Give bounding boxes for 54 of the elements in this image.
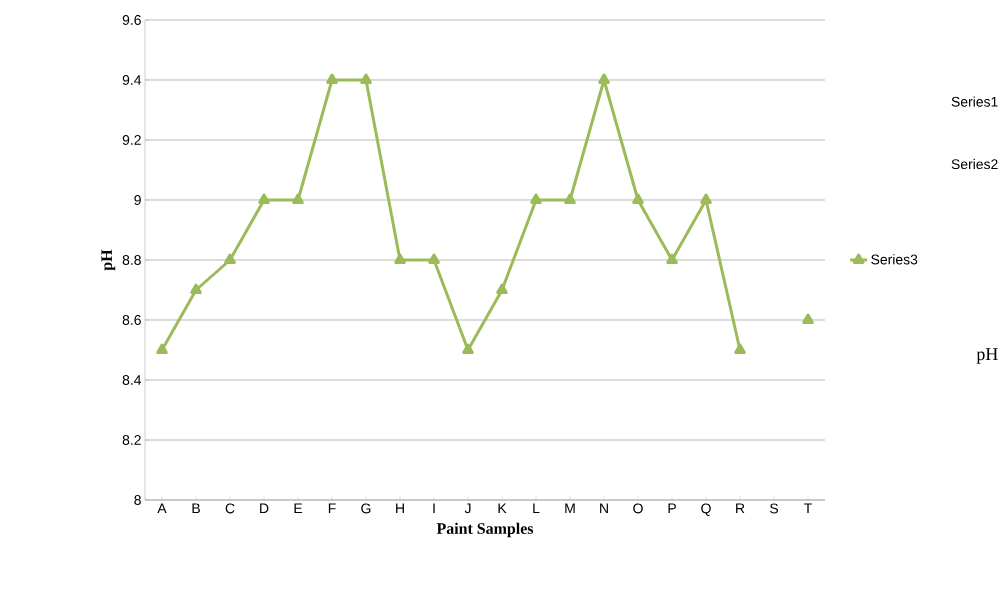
point xyxy=(428,253,440,264)
x-axis-title: Paint Samples xyxy=(436,522,534,538)
text: Series2 xyxy=(951,158,998,170)
x-tick-label: P xyxy=(668,503,676,514)
point xyxy=(496,283,508,294)
y-tick-label: 9.4 xyxy=(122,75,142,85)
x-tick-label: N xyxy=(600,503,608,514)
point xyxy=(190,283,202,294)
y-tick-label: 8.8 xyxy=(122,255,141,265)
x-tick-label: M xyxy=(565,503,575,514)
x-tick-label: T xyxy=(804,503,812,514)
point xyxy=(700,193,712,204)
x-tick-label: E xyxy=(294,503,303,514)
point xyxy=(564,193,576,204)
y-tick-label: 8 xyxy=(134,495,141,505)
point xyxy=(326,73,338,84)
x-tick-label: S xyxy=(770,503,779,514)
x-tick-label: F xyxy=(328,503,336,514)
x-tick-label: J xyxy=(464,503,471,514)
text: Series1 xyxy=(951,96,998,107)
point xyxy=(360,73,372,84)
point xyxy=(258,193,270,204)
point xyxy=(394,253,406,264)
x-tick-label: K xyxy=(498,503,507,514)
point xyxy=(598,73,610,84)
y-tick-label: 9.6 xyxy=(122,15,141,25)
point xyxy=(802,313,814,324)
point xyxy=(530,193,542,204)
y-tick-label: 8.2 xyxy=(122,435,141,445)
x-tick-label: G xyxy=(361,503,371,514)
text: pH xyxy=(976,348,998,364)
point xyxy=(734,343,746,354)
x-tick-label: R xyxy=(736,503,745,514)
x-tick-label: A xyxy=(157,503,167,514)
legend-label: Series3 xyxy=(871,254,918,265)
point xyxy=(666,253,678,264)
x-tick-label: H xyxy=(396,503,404,514)
point xyxy=(632,193,644,204)
point xyxy=(156,343,168,354)
x-tick-label: B xyxy=(192,503,200,514)
point xyxy=(292,193,304,204)
x-tick-label: Q xyxy=(701,503,711,516)
y-axis-title: pH xyxy=(101,249,116,271)
y-tick-label: 8.6 xyxy=(122,315,141,325)
x-tick-label: O xyxy=(633,503,643,514)
y-tick-label: 9 xyxy=(134,195,141,205)
x-tick-label: I xyxy=(433,503,435,514)
point xyxy=(224,253,236,264)
point xyxy=(462,343,474,354)
y-tick-label: 8.4 xyxy=(122,375,142,385)
x-tick-label: L xyxy=(533,503,540,514)
x-tick-label: C xyxy=(225,503,235,514)
y-tick-label: 9.2 xyxy=(122,135,141,145)
x-tick-label: D xyxy=(260,503,269,514)
